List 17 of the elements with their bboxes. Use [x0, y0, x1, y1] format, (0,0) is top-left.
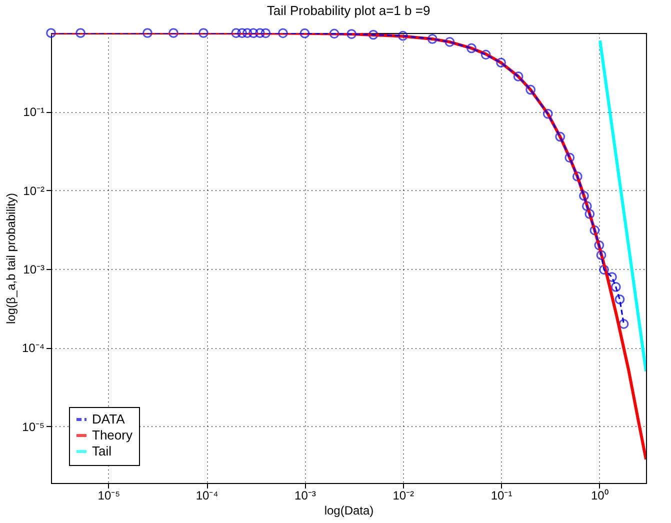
x-tick-label: 10⁰: [590, 488, 608, 502]
legend-label: Theory: [92, 428, 133, 442]
x-tick-label: 10⁻⁴: [196, 488, 218, 502]
legend-label: Tail: [92, 444, 112, 458]
y-tick-label: 10⁻³: [23, 262, 45, 276]
y-axis-title: log(β_a,b tail probability): [4, 193, 18, 324]
y-tick-label: 10⁻⁴: [22, 341, 44, 356]
y-tick-label: 10⁻¹: [23, 105, 45, 120]
x-tick-label: 10⁻²: [392, 488, 414, 502]
x-tick-label: 10⁻¹: [490, 488, 512, 502]
y-tick-label: 10⁻⁵: [22, 420, 45, 434]
y-tick-label: 10⁻²: [23, 184, 45, 198]
x-tick-label: 10⁻³: [294, 488, 316, 502]
legend-label: DATA: [92, 412, 126, 426]
x-axis-title: log(Data): [324, 504, 374, 518]
x-tick-label: 10⁻⁵: [98, 488, 120, 502]
chart-title: Tail Probability plot a=1 b =9: [266, 2, 430, 18]
